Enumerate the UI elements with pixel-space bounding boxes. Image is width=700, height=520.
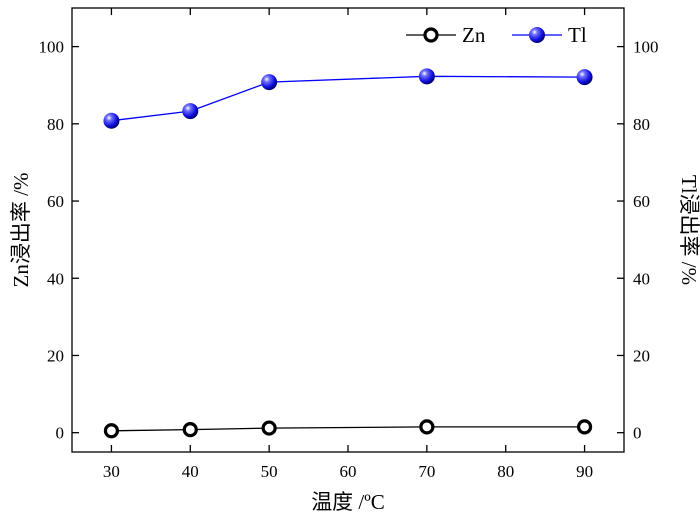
tl-data-point [418, 68, 435, 85]
zn-data-point [182, 422, 198, 438]
y-tick-label-left: 0 [56, 424, 65, 443]
x-tick-label: 30 [103, 462, 120, 481]
y-tick-label-left: 40 [47, 269, 64, 288]
zn-data-point [261, 420, 277, 436]
y-tick-label-left: 80 [47, 115, 64, 134]
markers-layer [103, 68, 593, 439]
lines-layer [111, 75, 585, 432]
x-tick-label: 50 [261, 462, 278, 481]
legend: Zn Tl [406, 23, 587, 47]
y-axis-label-right: Tl浸出率 /% [677, 175, 700, 285]
x-tick-label: 60 [340, 462, 357, 481]
x-axis-label: 温度 /ºC [311, 490, 385, 514]
y-tick-label-left: 20 [47, 346, 64, 365]
tl-data-point [576, 69, 593, 86]
zn-data-point [419, 419, 435, 435]
x-tick-label: 80 [497, 462, 514, 481]
zn-series-line [111, 426, 585, 432]
legend-zn-marker [423, 27, 439, 43]
plot-frame [71, 7, 625, 453]
y-tick-label-right: 60 [633, 192, 650, 211]
tl-data-point [182, 103, 199, 120]
x-tick-label: 40 [182, 462, 199, 481]
tl-data-point [103, 112, 120, 129]
legend-tl-label: Tl [568, 23, 587, 47]
zn-data-point [103, 423, 120, 439]
x-tick-label: 90 [576, 462, 593, 481]
ticks-layer: 30 40 50 60 70 80 90 0 0 20 20 40 40 60 60 80 80 100 100 [39, 8, 659, 481]
y-tick-label-right: 40 [633, 269, 650, 288]
y-tick-label-left: 60 [47, 192, 64, 211]
y-axis-label-left: Zn浸出率 /% [9, 173, 33, 288]
y-tick-label-right: 20 [633, 346, 650, 365]
y-tick-label-right: 80 [633, 115, 650, 134]
legend-zn-label: Zn [462, 23, 486, 47]
tl-series-line [111, 75, 585, 122]
legend-tl-marker [529, 27, 545, 43]
zn-data-point [576, 419, 593, 435]
x-tick-label: 70 [418, 462, 435, 481]
y-tick-label-left: 100 [39, 38, 65, 57]
y-tick-label-right: 0 [633, 424, 642, 443]
tl-data-point [261, 74, 278, 91]
y-tick-label-right: 100 [633, 38, 659, 57]
